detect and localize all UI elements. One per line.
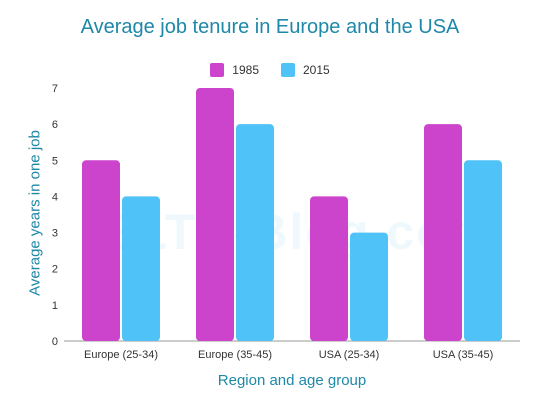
bar-2015 [350,232,388,341]
x-tick-label: USA (25-34) [319,349,380,361]
bar-2015 [464,160,502,341]
legend-item-2015: 2015 [281,63,330,77]
legend-swatch-1985 [210,63,225,77]
y-axis-label: Average years in one job [26,130,44,296]
legend-item-1985: 1985 [210,63,259,77]
x-tick-label: Europe (35-45) [198,349,272,361]
x-tick-label: USA (35-45) [433,349,494,361]
bar-1985 [424,124,462,342]
bar-1985 [82,160,120,341]
legend-swatch-2015 [281,63,295,77]
x-tick-label: Europe (25-34) [84,349,158,361]
y-tick-label: 7 [52,83,58,95]
chart-title: Average job tenure in Europe and the USA [80,16,460,38]
legend-label-2015: 2015 [303,63,330,77]
legend-label-1985: 1985 [232,63,259,77]
y-tick-label: 4 [52,191,58,203]
y-tick-label: 1 [52,300,58,312]
bar-2015 [122,196,160,341]
bar-2015 [236,124,274,342]
bar-1985 [196,88,234,341]
x-axis-label: Region and age group [217,372,367,389]
y-tick-label: 3 [52,228,58,240]
y-tick-label: 6 [52,119,58,131]
y-tick-label: 0 [52,336,58,348]
legend: 1985 2015 [0,63,540,77]
y-tick-label: 2 [52,264,58,276]
bar-1985 [310,196,348,341]
y-tick-label: 5 [52,155,58,167]
